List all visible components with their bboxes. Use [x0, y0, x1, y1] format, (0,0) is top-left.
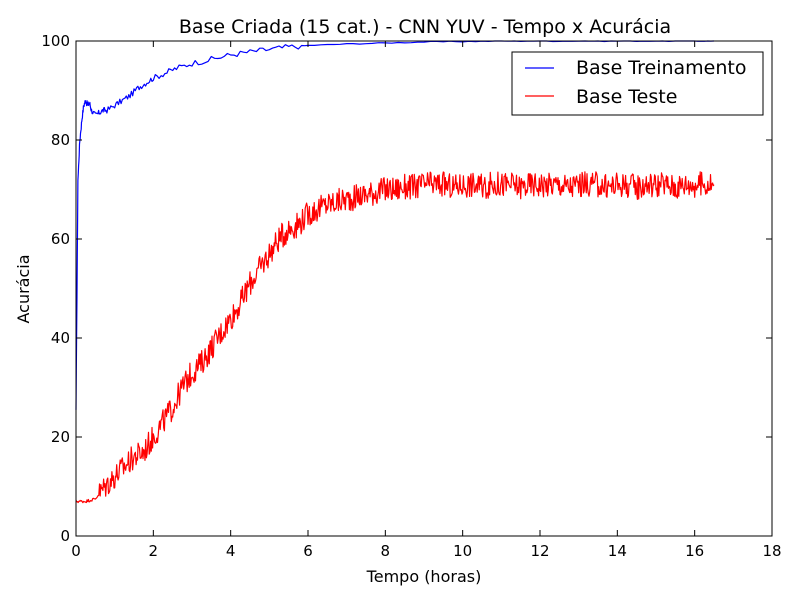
y-tick-label: 40 [51, 329, 70, 347]
x-tick-label: 4 [226, 542, 236, 560]
y-tick-label: 0 [60, 527, 70, 545]
legend: Base Treinamento Base Teste [511, 51, 764, 116]
x-tick-label: 12 [530, 542, 549, 560]
x-tick-label: 6 [303, 542, 313, 560]
y-tick-label: 100 [41, 32, 70, 50]
series-line-test [75, 171, 715, 504]
legend-frame [511, 51, 764, 116]
x-axis-title: Tempo (horas) [366, 567, 482, 586]
x-tick-label: 2 [149, 542, 159, 560]
legend-label-test: Base Teste [576, 86, 677, 108]
x-tick-label: 10 [453, 542, 472, 560]
legend-label-train: Base Treinamento [576, 57, 746, 79]
plot-frame [75, 40, 773, 537]
chart-title: Base Criada (15 cat.) - CNN YUV - Tempo … [179, 16, 671, 38]
x-tick-label: 16 [685, 542, 704, 560]
x-tick-label: 18 [762, 542, 781, 560]
y-tick-label: 20 [51, 428, 70, 446]
ticks-layer: 0 2 4 6 8 10 12 14 16 18 0 20 40 60 80 100 [41, 32, 781, 560]
y-tick-label: 60 [51, 230, 70, 248]
x-tick-label: 14 [608, 542, 627, 560]
y-tick-label: 80 [51, 131, 70, 149]
y-axis-title: Acurácia [14, 254, 33, 323]
x-tick-label: 8 [381, 542, 391, 560]
x-tick-label: 0 [71, 542, 81, 560]
